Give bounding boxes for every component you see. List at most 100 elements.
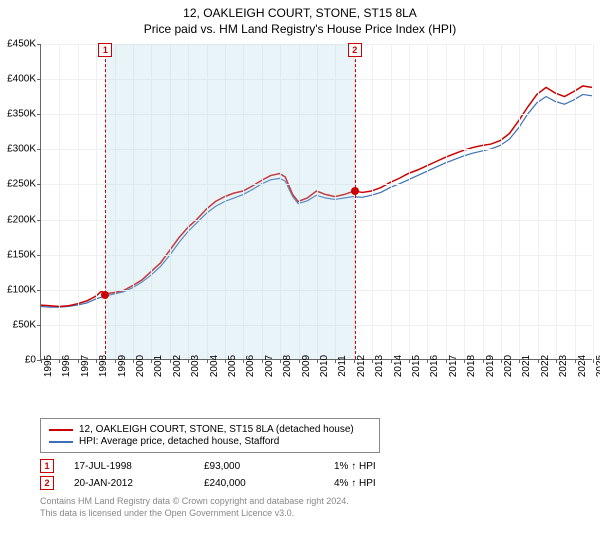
gridline-v [483, 44, 484, 359]
gridline-v [464, 44, 465, 359]
legend-label: 12, OAKLEIGH COURT, STONE, ST15 8LA (det… [79, 424, 354, 435]
x-axis-label: 2005 [227, 355, 238, 377]
x-axis-label: 2023 [558, 355, 569, 377]
y-axis-label: £100K [7, 284, 36, 295]
gridline-v [501, 44, 502, 359]
sale-row: 117-JUL-1998£93,0001% ↑ HPI [40, 459, 592, 473]
x-tick [483, 359, 484, 363]
gridline-v [446, 44, 447, 359]
legend-swatch [49, 441, 73, 443]
y-axis-label: £50K [13, 319, 36, 330]
x-tick [409, 359, 410, 363]
chart-area: £0£50K£100K£150K£200K£250K£300K£350K£400… [40, 44, 592, 384]
x-axis-label: 2019 [485, 355, 496, 377]
x-tick [299, 359, 300, 363]
x-tick [133, 359, 134, 363]
x-tick [317, 359, 318, 363]
sale-point [101, 291, 109, 299]
x-tick [225, 359, 226, 363]
footer-line-2: This data is licensed under the Open Gov… [40, 508, 592, 520]
x-axis-label: 2001 [153, 355, 164, 377]
x-axis-label: 2016 [429, 355, 440, 377]
sale-point [351, 187, 359, 195]
sale-price: £240,000 [204, 478, 334, 489]
y-axis-label: £0 [25, 355, 36, 366]
x-axis-label: 1997 [80, 355, 91, 377]
legend-label: HPI: Average price, detached house, Staf… [79, 436, 279, 447]
x-tick [593, 359, 594, 363]
y-tick [37, 184, 41, 185]
x-axis-label: 2008 [282, 355, 293, 377]
gridline-v [556, 44, 557, 359]
x-axis-label: 2022 [540, 355, 551, 377]
y-tick [37, 255, 41, 256]
x-tick [262, 359, 263, 363]
sale-marker-box: 1 [98, 43, 112, 57]
footer-line-1: Contains HM Land Registry data © Crown c… [40, 496, 592, 508]
x-axis-label: 2021 [521, 355, 532, 377]
y-tick [37, 79, 41, 80]
sale-delta: 1% ↑ HPI [334, 461, 464, 472]
x-tick [538, 359, 539, 363]
x-tick [41, 359, 42, 363]
y-axis-label: £150K [7, 249, 36, 260]
y-axis-label: £200K [7, 214, 36, 225]
x-tick [354, 359, 355, 363]
x-axis-label: 2007 [264, 355, 275, 377]
x-axis-label: 2004 [209, 355, 220, 377]
sale-delta: 4% ↑ HPI [334, 478, 464, 489]
sale-row: 220-JAN-2012£240,0004% ↑ HPI [40, 476, 592, 490]
x-axis-label: 1996 [61, 355, 72, 377]
sale-price: £93,000 [204, 461, 334, 472]
plot-region: 12 [40, 44, 592, 360]
x-axis-label: 2003 [190, 355, 201, 377]
sale-index-box: 1 [40, 459, 54, 473]
sales-table: 117-JUL-1998£93,0001% ↑ HPI220-JAN-2012£… [40, 459, 592, 490]
gridline-v [372, 44, 373, 359]
title-block: 12, OAKLEIGH COURT, STONE, ST15 8LA Pric… [0, 0, 600, 40]
x-axis-label: 2011 [337, 355, 348, 377]
y-axis-label: £300K [7, 144, 36, 155]
x-axis-label: 2025 [595, 355, 600, 377]
x-axis-label: 2013 [374, 355, 385, 377]
x-axis-label: 2024 [577, 355, 588, 377]
y-tick [37, 114, 41, 115]
gridline-v [391, 44, 392, 359]
legend-item: 12, OAKLEIGH COURT, STONE, ST15 8LA (det… [49, 424, 371, 435]
y-tick [37, 44, 41, 45]
sale-marker-box: 2 [348, 43, 362, 57]
sale-vline [355, 44, 356, 359]
x-axis-label: 2000 [135, 355, 146, 377]
x-axis-label: 1999 [117, 355, 128, 377]
x-tick [446, 359, 447, 363]
gridline-v [593, 44, 594, 359]
chart-subtitle: Price paid vs. HM Land Registry's House … [0, 22, 600, 36]
y-axis-label: £450K [7, 39, 36, 50]
legend-item: HPI: Average price, detached house, Staf… [49, 436, 371, 447]
x-axis-label: 2006 [245, 355, 256, 377]
x-axis-label: 2010 [319, 355, 330, 377]
ownership-shade [105, 44, 354, 359]
x-tick [575, 359, 576, 363]
y-axis-labels: £0£50K£100K£150K£200K£250K£300K£350K£400… [0, 44, 38, 360]
chart-container: 12, OAKLEIGH COURT, STONE, ST15 8LA Pric… [0, 0, 600, 519]
sale-index-box: 2 [40, 476, 54, 490]
y-tick [37, 220, 41, 221]
footer-attribution: Contains HM Land Registry data © Crown c… [40, 496, 592, 519]
x-axis-label: 2015 [411, 355, 422, 377]
x-tick [391, 359, 392, 363]
gridline-v [538, 44, 539, 359]
y-axis-label: £250K [7, 179, 36, 190]
sale-vline [105, 44, 106, 359]
x-axis-label: 1995 [43, 355, 54, 377]
gridline-v [96, 44, 97, 359]
y-axis-label: £350K [7, 109, 36, 120]
x-axis-label: 2017 [448, 355, 459, 377]
y-tick [37, 290, 41, 291]
x-axis-label: 2012 [356, 355, 367, 377]
x-axis-label: 2009 [301, 355, 312, 377]
x-tick [501, 359, 502, 363]
gridline-v [78, 44, 79, 359]
gridline-v [409, 44, 410, 359]
x-tick [78, 359, 79, 363]
